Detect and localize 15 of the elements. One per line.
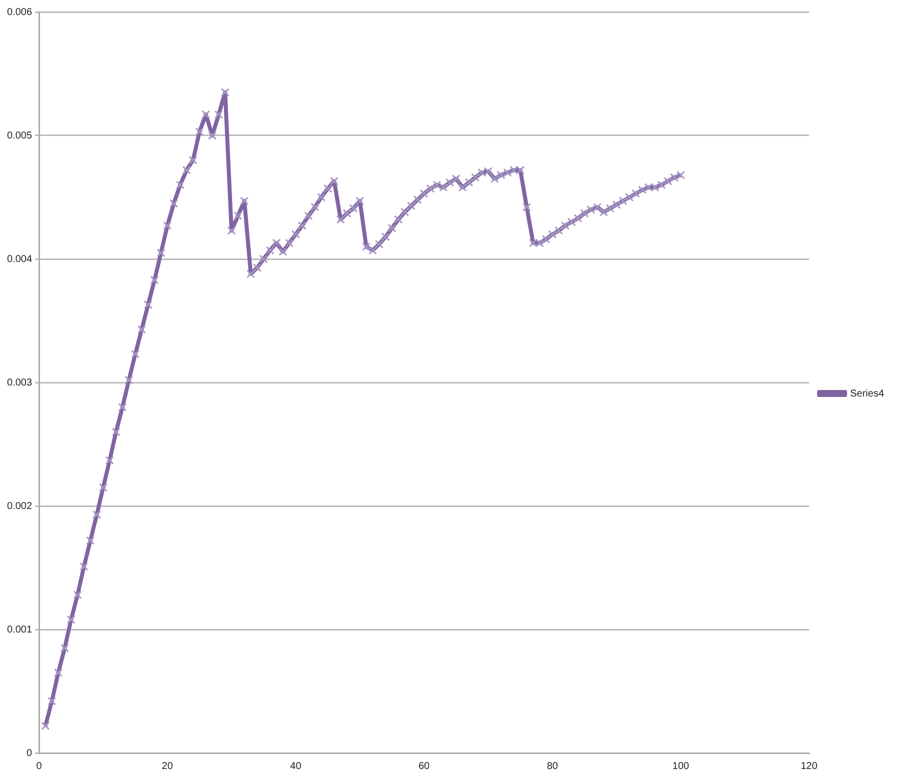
y-tick-label: 0.004 (6, 254, 32, 265)
y-tick-label: 0 (26, 748, 32, 759)
y-tick-label: 0.005 (6, 130, 32, 142)
x-tick-label: 100 (672, 760, 690, 772)
y-tick-label: 0.001 (6, 624, 32, 636)
y-tick-label: 0.003 (6, 377, 32, 388)
x-tick-label: 80 (546, 760, 558, 772)
x-tick-label: 120 (800, 760, 818, 772)
x-tick-label: 20 (162, 760, 174, 772)
y-tick-label: 0.006 (6, 6, 32, 18)
x-tick-label: 0 (36, 760, 42, 772)
x-tick-label: 40 (290, 760, 302, 772)
x-tick-label: 60 (418, 760, 430, 772)
y-tick-label: 0.002 (6, 500, 32, 512)
legend-label: Series4 (850, 388, 884, 400)
